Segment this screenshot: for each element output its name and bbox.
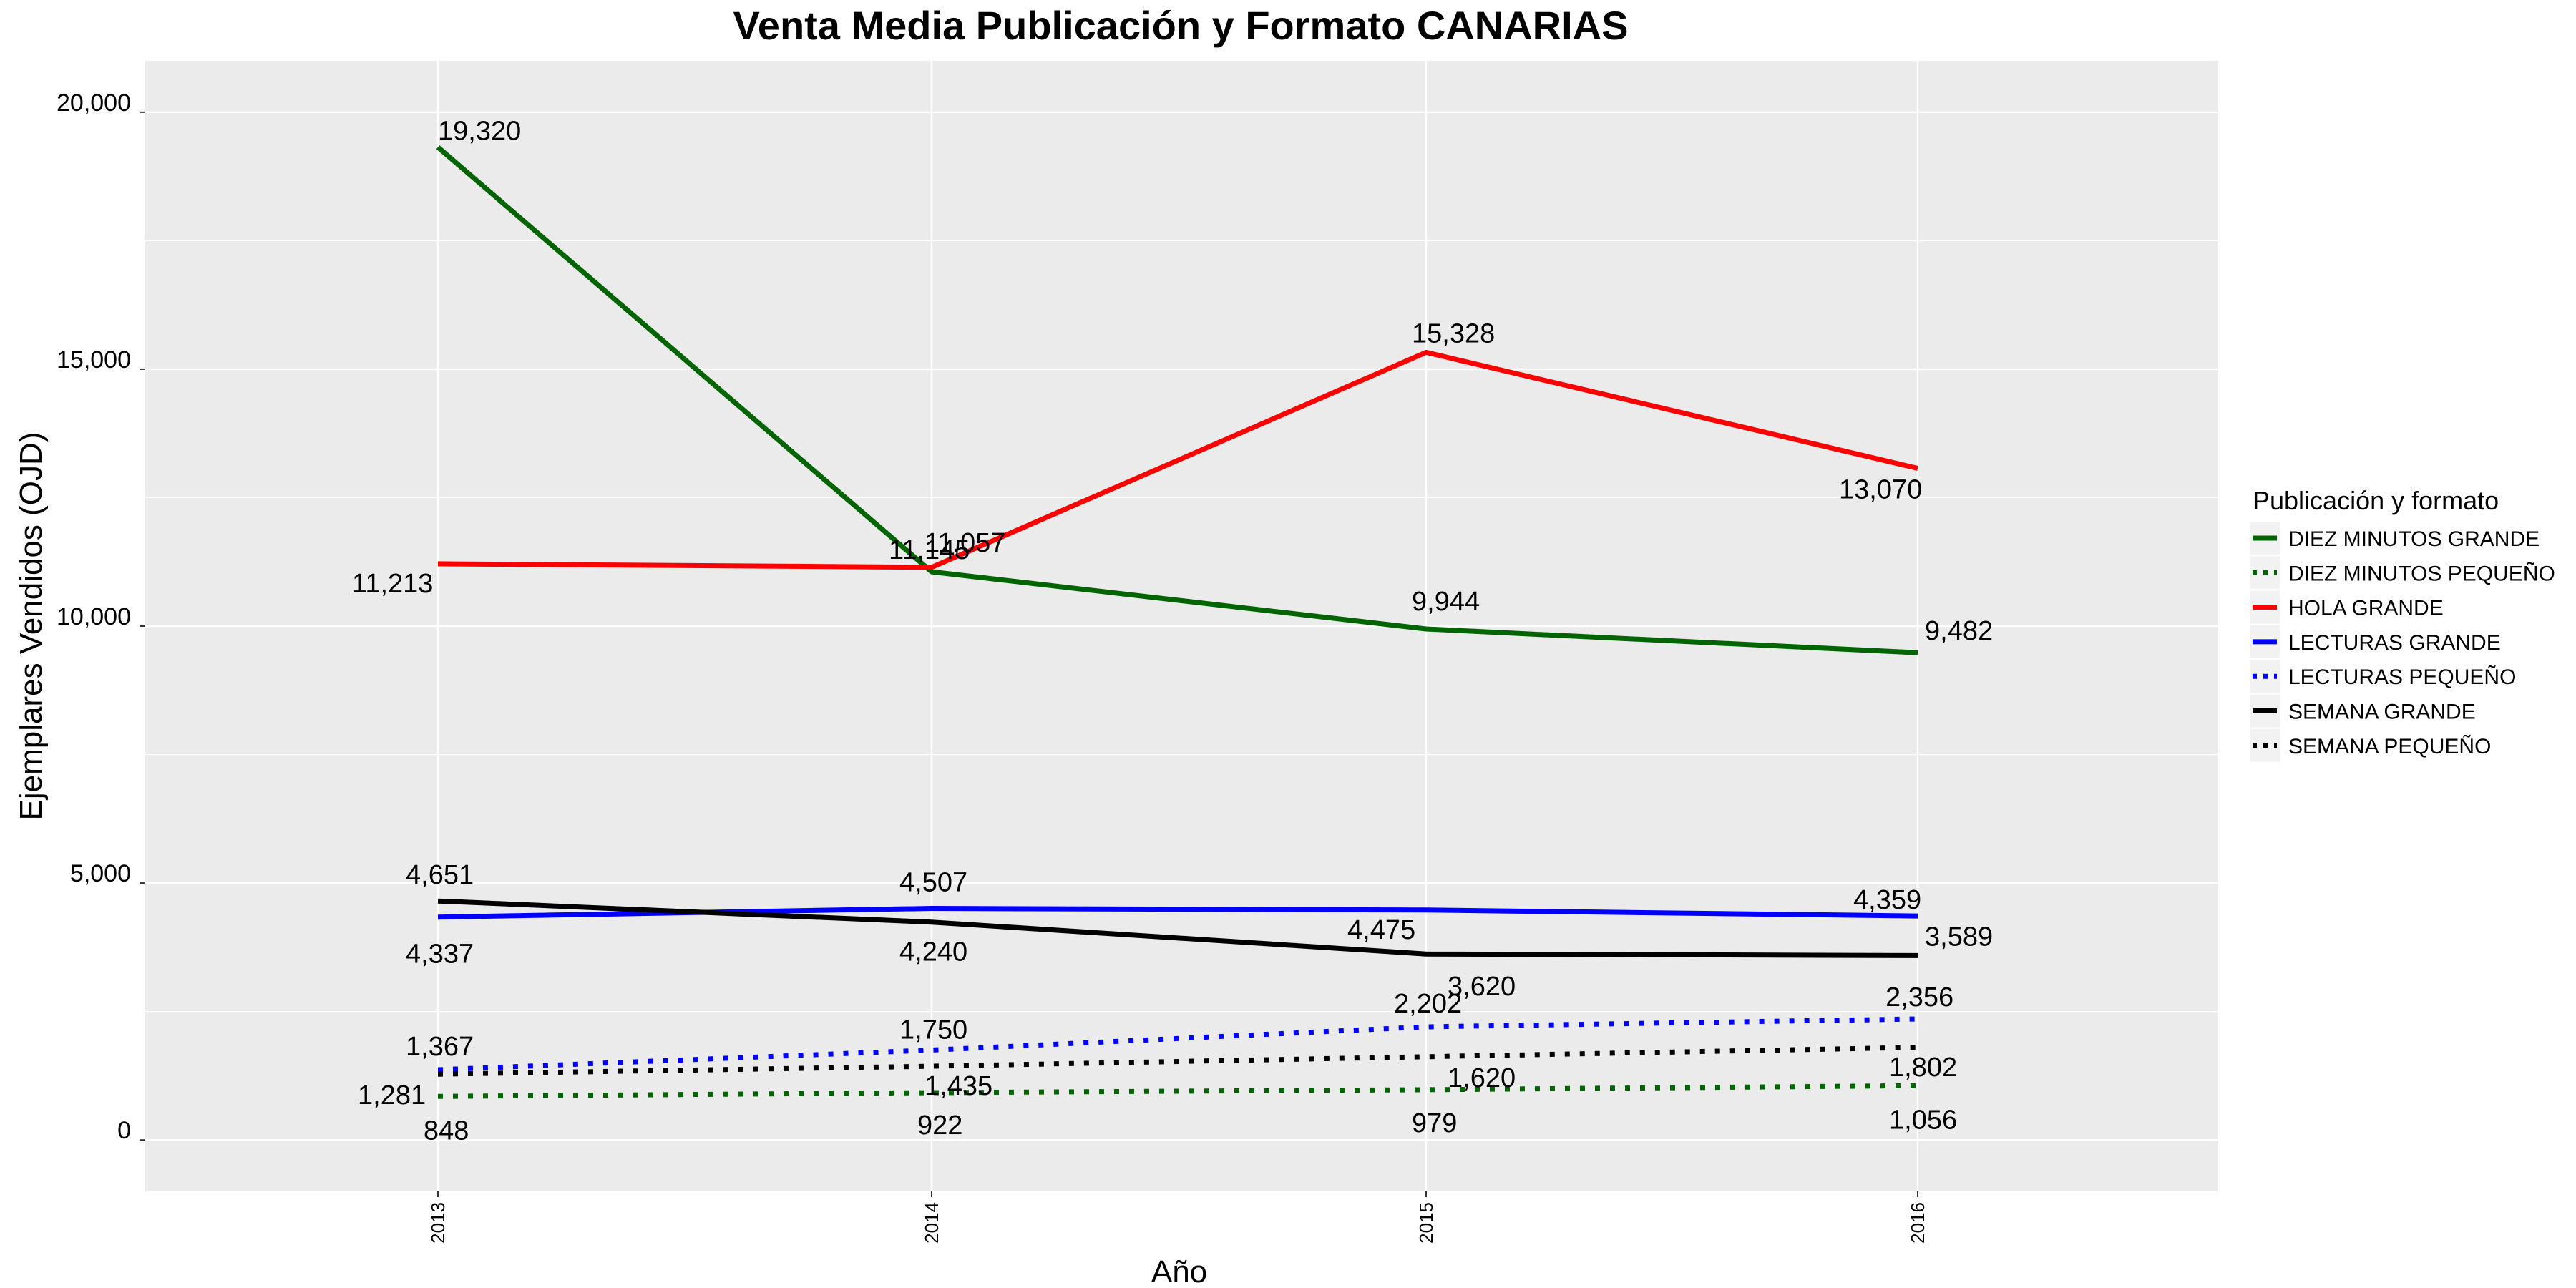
data-label: 9,944 bbox=[1412, 587, 1480, 617]
data-label: 1,620 bbox=[1448, 1063, 1516, 1093]
legend-label: SEMANA PEQUEÑO bbox=[2288, 734, 2491, 758]
x-tick-label: 2016 bbox=[1907, 1202, 1928, 1244]
legend-label: LECTURAS GRANDE bbox=[2288, 631, 2501, 655]
data-label: 4,651 bbox=[406, 860, 474, 890]
data-label: 4,337 bbox=[406, 940, 474, 970]
data-label: 1,435 bbox=[924, 1071, 992, 1101]
y-tick-label: 15,000 bbox=[57, 346, 131, 374]
x-tick-label: 2014 bbox=[921, 1202, 942, 1244]
legend-label: DIEZ MINUTOS PEQUEÑO bbox=[2288, 561, 2555, 585]
series-line-diez-minutos-grande bbox=[436, 145, 1918, 655]
data-label: 15,328 bbox=[1412, 318, 1495, 348]
legend: Publicación y formato DIEZ MINUTOS GRAND… bbox=[2247, 486, 2565, 765]
data-label: 13,070 bbox=[1839, 475, 1922, 505]
legend-label: HOLA GRANDE bbox=[2288, 597, 2444, 620]
legend-box bbox=[2247, 518, 2565, 765]
data-label: 1,281 bbox=[358, 1080, 426, 1111]
legend-label: SEMANA GRANDE bbox=[2288, 701, 2476, 724]
data-label: 979 bbox=[1412, 1108, 1457, 1138]
x-tick-label: 2015 bbox=[1415, 1202, 1437, 1244]
y-tick-label: 10,000 bbox=[57, 603, 131, 630]
data-label: 19,320 bbox=[438, 117, 521, 147]
series-line-semana-pequeno bbox=[437, 1045, 1918, 1077]
series-line-hola-grande bbox=[437, 349, 1918, 570]
y-tick-label: 5,000 bbox=[70, 860, 131, 887]
data-label: 11,213 bbox=[352, 569, 433, 599]
data-label: 1,056 bbox=[1889, 1105, 1957, 1135]
series-line-diez-minutos-pequeno bbox=[437, 1083, 1918, 1099]
x-tick-label: 2013 bbox=[427, 1202, 449, 1244]
data-label: 11,145 bbox=[889, 535, 970, 565]
series-lines bbox=[436, 145, 1918, 1099]
data-label: 3,620 bbox=[1448, 972, 1516, 1002]
data-label: 1,802 bbox=[1889, 1053, 1957, 1083]
series-line-semana-grande bbox=[437, 898, 1918, 958]
series-line-lecturas-pequeno bbox=[437, 1016, 1918, 1073]
data-label: 3,589 bbox=[1925, 922, 1993, 952]
x-axis: 2013 2014 2015 2016 bbox=[427, 1191, 1928, 1244]
data-label: 4,507 bbox=[899, 867, 967, 897]
grid-lines bbox=[145, 61, 2218, 1191]
y-tick-label: 20,000 bbox=[57, 89, 131, 117]
data-label: 4,359 bbox=[1853, 885, 1921, 915]
data-label: 9,482 bbox=[1925, 616, 1993, 646]
data-label: 2,356 bbox=[1885, 982, 1953, 1013]
data-label: 11,057 bbox=[924, 528, 1005, 558]
data-label: 4,240 bbox=[899, 937, 967, 967]
data-label: 2,202 bbox=[1394, 989, 1462, 1019]
y-tick-label: 0 bbox=[117, 1117, 131, 1144]
data-label: 4,475 bbox=[1347, 915, 1415, 945]
data-label: 848 bbox=[424, 1116, 469, 1146]
data-label: 1,367 bbox=[406, 1032, 474, 1062]
chart-title: Venta Media Publicación y Formato CANARI… bbox=[733, 3, 1629, 48]
legend-title: Publicación y formato bbox=[2253, 486, 2499, 515]
y-axis-title: Ejemplares Vendidos (OJD) bbox=[14, 432, 49, 821]
data-label: 1,750 bbox=[899, 1015, 967, 1045]
data-labels: 19,320 11,057 9,944 9,482 848 922 979 1,056 11,2… bbox=[352, 117, 1993, 1146]
x-axis-title: Año bbox=[1151, 1254, 1207, 1288]
legend-label: LECTURAS PEQUEÑO bbox=[2288, 665, 2516, 689]
legend-label: DIEZ MINUTOS GRANDE bbox=[2288, 527, 2540, 551]
y-axis: 0 5,000 10,000 15,000 20,000 bbox=[57, 89, 145, 1144]
data-label: 922 bbox=[917, 1111, 962, 1141]
